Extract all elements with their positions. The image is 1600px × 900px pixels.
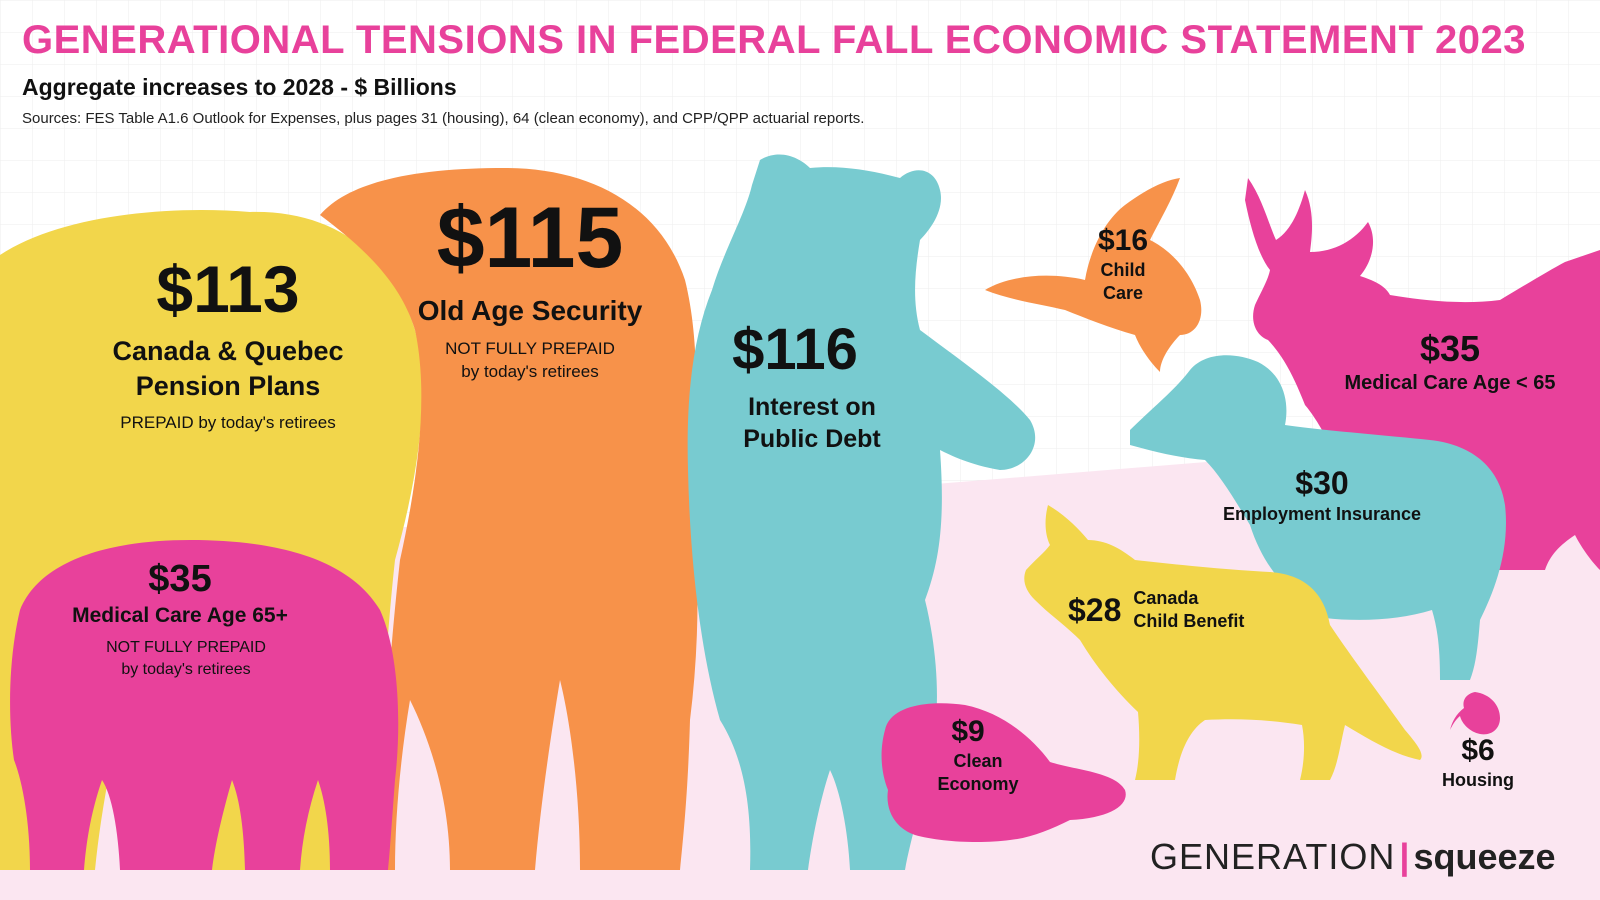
category-label-line: Canada	[1133, 588, 1199, 608]
beaver-icon	[881, 703, 1126, 843]
value-label: $6	[1461, 734, 1495, 767]
category-label-line: Employment Insurance	[1222, 503, 1422, 524]
category-label-line: Old Age Security	[417, 295, 643, 327]
category-label-line: Public Debt	[743, 425, 881, 454]
generation-squeeze-logo: GENERATION | squeeze	[1150, 836, 1556, 878]
value-label: $35	[1419, 328, 1481, 369]
note-label: PREPAID by today's retirees	[48, 412, 408, 435]
moose-icon	[1245, 178, 1600, 570]
data-label-group: $9 Clean Economy	[788, 716, 1148, 796]
note-label-line: PREPAID by today's retirees	[120, 413, 336, 433]
category-label-line: Child	[1100, 259, 1146, 280]
note-label-line: NOT FULLY PREPAID	[445, 338, 615, 358]
category-label-line: Medical Care Age < 65	[1344, 371, 1556, 394]
note-label: NOT FULLY PREPAID by today's retirees	[350, 338, 710, 384]
category-label-line: Housing	[1442, 769, 1514, 790]
category-label-line: Interest on	[748, 392, 876, 421]
note-label: NOT FULLY PREPAID by today's retirees	[12, 637, 360, 680]
bear-icon	[687, 154, 1036, 871]
ram-icon	[1130, 355, 1506, 680]
category-label-line: Care	[1102, 282, 1144, 303]
fox-icon	[1024, 505, 1422, 780]
category-label: Old Age Security	[350, 293, 710, 329]
category-label-line: Child Benefit	[1133, 611, 1245, 632]
note-label-line: by today's retirees	[121, 660, 251, 678]
category-label-line: Pension Plans	[135, 371, 321, 402]
squirrel-icon	[1450, 692, 1500, 735]
category-label: Medical Care Age < 65	[1270, 370, 1600, 396]
value-label: $16	[1097, 224, 1149, 257]
data-label-group: $113 Canada & Quebec Pension Plans PREPAID …	[48, 252, 408, 435]
category-label-line: Clean	[953, 750, 1003, 771]
logo-separator: |	[1399, 836, 1410, 877]
category-label: Interest on Public Debt	[649, 391, 975, 456]
category-label: Employment Insurance	[1142, 503, 1502, 526]
value-label: $113	[156, 252, 300, 326]
value-label: $28	[1068, 591, 1122, 628]
data-label-group: $116 Interest on Public Debt	[615, 317, 975, 456]
note-label-line: by today's retirees	[461, 361, 599, 381]
data-label-group: $6 Housing	[1298, 735, 1600, 792]
data-label-group: $16 Child Care	[943, 225, 1303, 305]
data-label-group: $35 Medical Care Age < 65	[1270, 330, 1600, 396]
logo-squeeze: squeeze	[1413, 836, 1556, 877]
chart-title: GENERATIONAL TENSIONS IN FEDERAL FALL EC…	[22, 18, 1526, 62]
data-label-group: $35 Medical Care Age 65+ NOT FULLY PREPAID…	[0, 558, 360, 680]
category-label: Medical Care Age 65+	[0, 602, 360, 629]
data-label-group: $28 Canada Child Benefit	[1068, 587, 1244, 634]
category-label: Housing	[1298, 769, 1600, 792]
chart-sources: Sources: FES Table A1.6 Outlook for Expe…	[22, 110, 865, 127]
category-label: Canada & Quebec Pension Plans	[48, 334, 408, 404]
data-label-group: $115 Old Age Security NOT FULLY PREPAID by …	[350, 193, 710, 384]
elephant-icon	[320, 168, 698, 870]
category-label: Canada Child Benefit	[1133, 587, 1244, 634]
category-label: Child Care	[943, 259, 1303, 306]
elephant-calf-icon	[10, 540, 399, 870]
category-label-line: Medical Care Age 65+	[72, 603, 288, 627]
category-label: Clean Economy	[808, 750, 1148, 797]
goose-icon	[985, 178, 1202, 372]
chart-subtitle: Aggregate increases to 2028 - $ Billions	[22, 74, 457, 100]
value-label: $9	[951, 715, 985, 748]
category-label-line: Canada & Quebec	[112, 336, 344, 367]
value-label: $35	[148, 558, 212, 600]
note-label-line: NOT FULLY PREPAID	[106, 639, 266, 657]
data-label-group: $30 Employment Insurance	[1142, 465, 1502, 526]
logo-generation: GENERATION	[1150, 836, 1396, 877]
value-label: $116	[732, 317, 858, 382]
value-label: $30	[1295, 465, 1349, 501]
category-label-line: Economy	[937, 773, 1019, 794]
value-label: $115	[436, 190, 624, 286]
